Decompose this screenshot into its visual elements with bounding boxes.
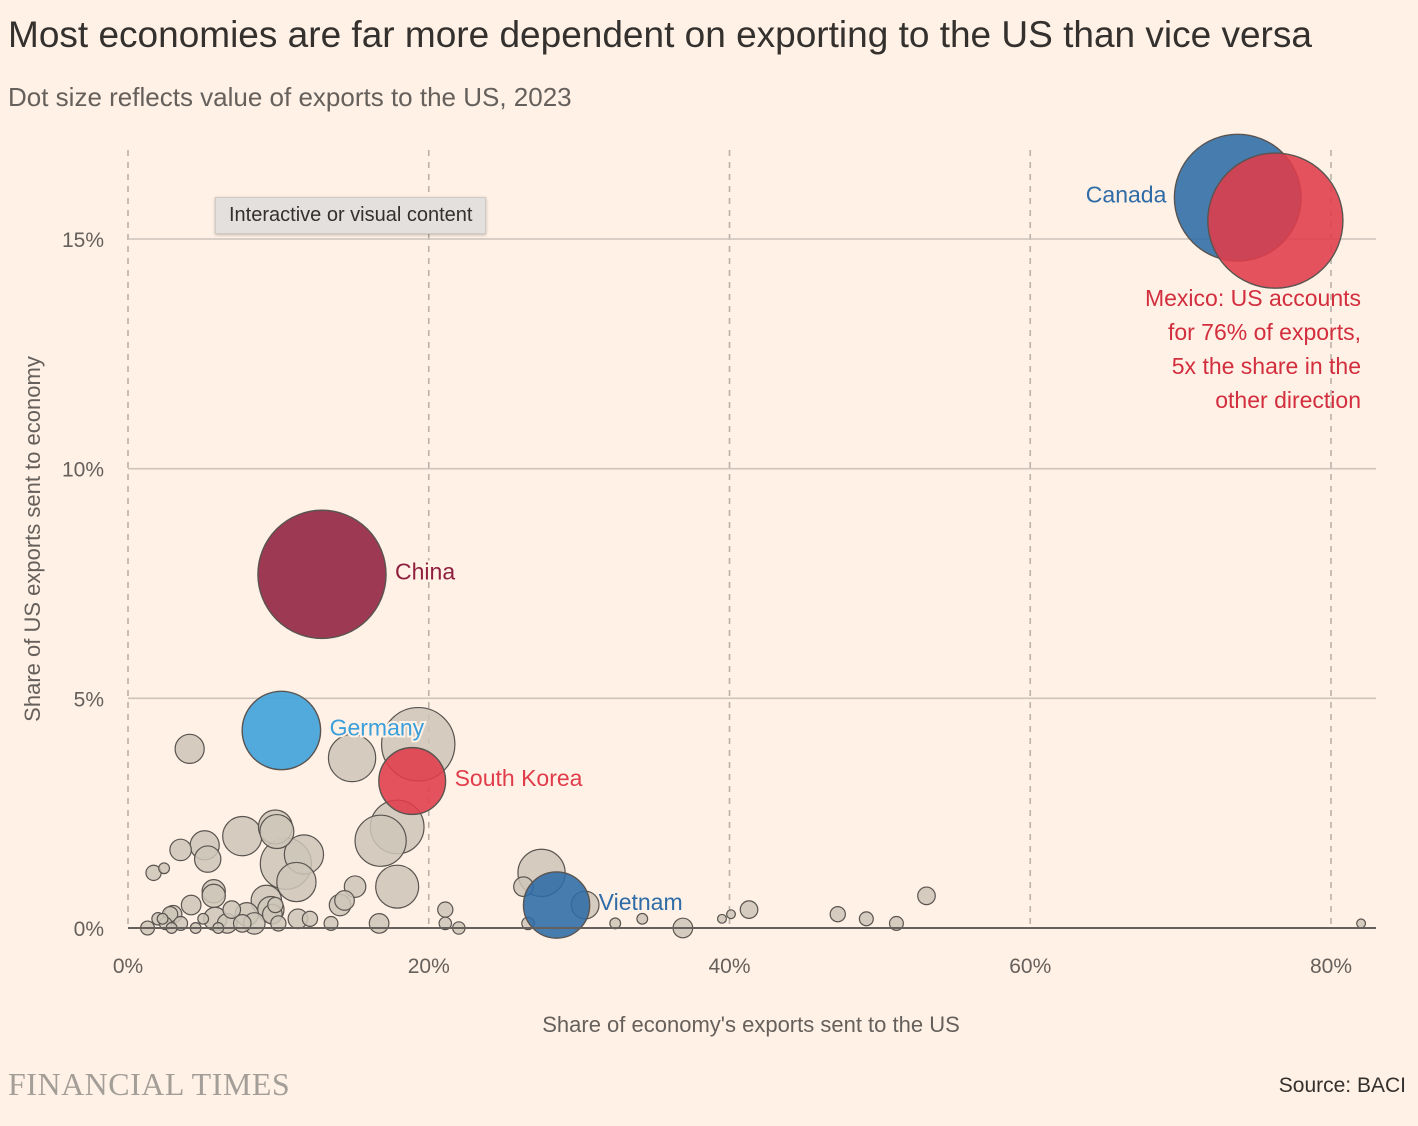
vietnam-label: Vietnam bbox=[599, 889, 683, 915]
economy-dot bbox=[829, 906, 846, 923]
economy-dot bbox=[888, 915, 904, 931]
x-tick-label: 0% bbox=[113, 955, 143, 978]
source-note: Source: BACI bbox=[1278, 1074, 1406, 1097]
chart-subtitle: Dot size reflects value of exports to th… bbox=[8, 82, 572, 112]
china-dot bbox=[257, 509, 387, 640]
mexico-annotation-line: other direction bbox=[1215, 387, 1361, 413]
germany-dot bbox=[241, 690, 322, 771]
y-axis-title: Share of US exports sent to economy bbox=[20, 356, 45, 722]
economy-dot bbox=[716, 913, 727, 924]
germany-label: Germany bbox=[330, 715, 425, 741]
china-label: China bbox=[395, 558, 455, 584]
economy-dot bbox=[267, 896, 284, 914]
mexico-dot bbox=[1207, 152, 1344, 289]
economy-dot bbox=[739, 900, 759, 919]
economy-dot bbox=[726, 909, 736, 920]
y-tick-label: 0% bbox=[74, 918, 104, 941]
point-labels: Canada China Germany South Korea Vietnam Mexi… bbox=[328, 180, 1361, 917]
economy-dot bbox=[276, 861, 317, 903]
y-tick-label: 5% bbox=[74, 688, 104, 711]
economy-dot bbox=[156, 912, 169, 925]
x-tick-label: 60% bbox=[1009, 955, 1051, 978]
south-korea-dot bbox=[378, 746, 447, 816]
economy-dot bbox=[327, 733, 377, 783]
y-tick-label: 15% bbox=[62, 229, 104, 252]
economy-dot bbox=[323, 915, 339, 931]
mexico-annotation-line: 5x the share in the bbox=[1172, 353, 1361, 379]
mexico-annotation-line: for 76% of exports, bbox=[1168, 319, 1361, 345]
economy-dot bbox=[1356, 918, 1367, 929]
axes: 0% 20% 40% 60% 80% 0% 5% 10% 15% Share of economy… bbox=[20, 229, 1376, 1037]
economy-dot bbox=[174, 733, 205, 765]
economy-dot bbox=[437, 901, 454, 918]
y-tick-label: 10% bbox=[62, 459, 104, 482]
economy-dot bbox=[222, 900, 242, 919]
economy-dot bbox=[334, 890, 355, 911]
x-tick-label: 20% bbox=[408, 955, 450, 978]
canada-label: Canada bbox=[1086, 182, 1167, 208]
economy-dot bbox=[375, 864, 420, 909]
highlighted-economies-dots bbox=[241, 133, 1344, 939]
economy-dot bbox=[368, 913, 390, 934]
economy-dot bbox=[354, 814, 407, 867]
economy-dot bbox=[169, 838, 192, 862]
ft-logo: FINANCIAL TIMES bbox=[8, 1066, 291, 1102]
economy-dot bbox=[193, 845, 222, 873]
vietnam-dot bbox=[522, 871, 591, 939]
economy-dot bbox=[222, 815, 263, 857]
x-tick-label: 80% bbox=[1310, 955, 1352, 978]
economy-dot bbox=[201, 883, 226, 909]
mexico-annotation-line: Mexico: US accounts bbox=[1145, 285, 1361, 311]
economy-dot bbox=[858, 911, 874, 927]
economy-dot bbox=[636, 912, 649, 925]
economy-dot bbox=[301, 910, 319, 928]
other-economies-dots bbox=[140, 706, 1367, 939]
south-korea-label: South Korea bbox=[455, 765, 583, 791]
economy-dot bbox=[259, 813, 295, 850]
grid-lines bbox=[127, 150, 1376, 928]
chart-title: Most economies are far more dependent on… bbox=[8, 14, 1312, 55]
x-axis-title: Share of economy's exports sent to the U… bbox=[542, 1012, 960, 1037]
economy-dot bbox=[438, 916, 453, 931]
economy-dot bbox=[197, 912, 210, 925]
interactive-content-badge[interactable]: Interactive or visual content bbox=[215, 197, 487, 234]
economy-dot bbox=[917, 886, 936, 906]
economy-dot bbox=[180, 894, 202, 916]
economy-dot bbox=[232, 914, 252, 933]
economy-dot bbox=[158, 862, 171, 875]
x-tick-label: 40% bbox=[708, 955, 750, 978]
